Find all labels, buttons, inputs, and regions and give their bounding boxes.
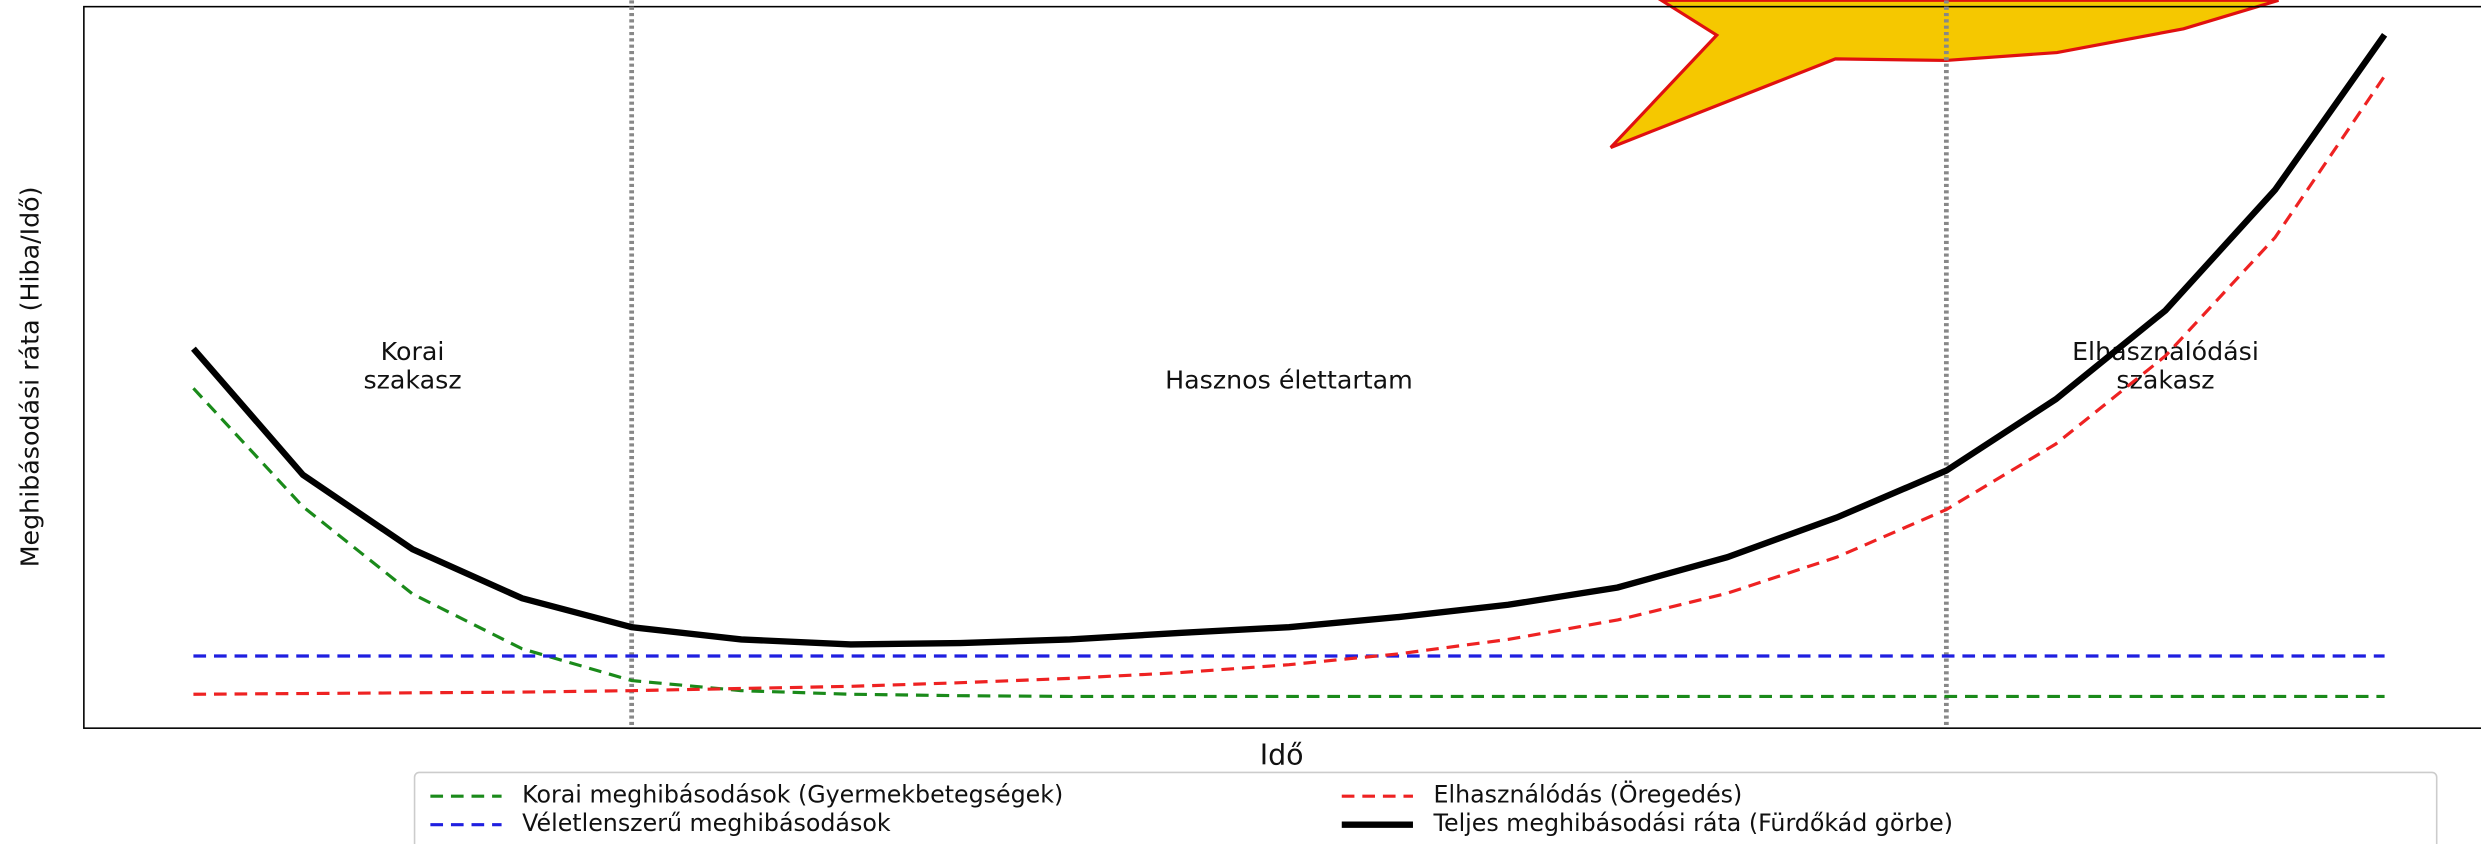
phase-label-line: szakasz xyxy=(363,366,461,395)
legend-box xyxy=(413,771,2438,844)
phase-label-line: Korai xyxy=(381,337,445,366)
phase-label: Hasznos élettartam xyxy=(1165,366,1413,395)
series-line xyxy=(191,32,2388,648)
series-line xyxy=(192,387,2385,699)
phase-label: Korai szakasz xyxy=(363,337,461,394)
legend-label: Véletlenszerű meghibásodások xyxy=(522,809,891,837)
phase-label-line: szakasz xyxy=(2116,366,2214,395)
legend-label: Elhasználódás (Öregedés) xyxy=(1434,781,1743,809)
x-axis-label: Idő xyxy=(1260,739,1304,772)
phase-label: Elhasználódási szakasz xyxy=(2072,337,2259,394)
phase-label-line: Hasznos élettartam xyxy=(1165,366,1413,395)
star-overlay xyxy=(1609,0,2279,149)
legend-label: Teljes meghibásodási ráta (Fürdőkád görb… xyxy=(1433,809,1953,837)
legend-label: Korai meghibásodások (Gyermekbetegségek) xyxy=(522,781,1063,809)
y-axis-label: Meghibásodási ráta (Hiba/Idő) xyxy=(16,187,45,568)
plot-frame xyxy=(83,5,2481,729)
series-line xyxy=(193,75,2386,696)
